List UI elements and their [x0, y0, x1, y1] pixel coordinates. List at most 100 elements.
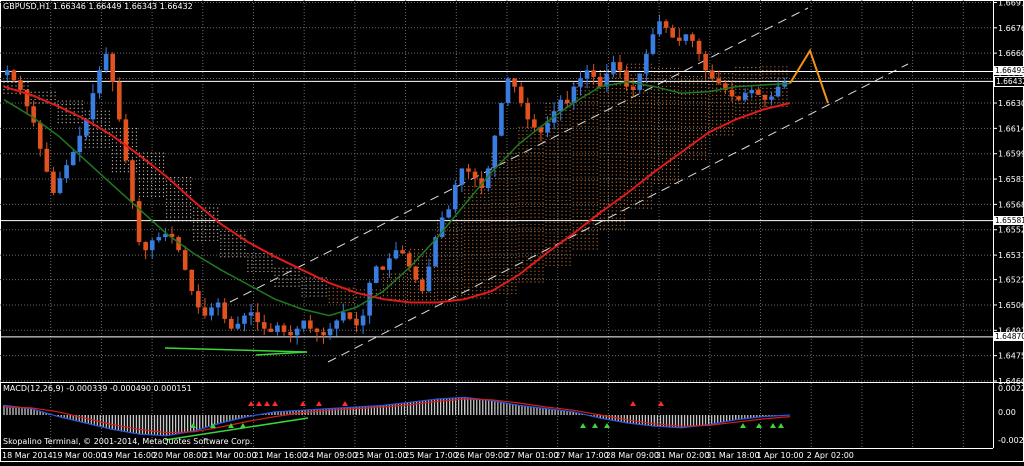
cloud-dot	[247, 252, 249, 255]
cloud-dot	[507, 199, 509, 201]
green-arrow-marker	[592, 423, 598, 428]
cloud-dot	[638, 128, 640, 130]
divergence-line-price-1[interactable]	[164, 347, 308, 353]
cloud-dot	[596, 151, 598, 153]
cloud-dot	[119, 160, 122, 162]
cloud-dot	[282, 285, 284, 287]
cloud-dot	[84, 142, 86, 145]
cloud-dot	[417, 277, 420, 279]
cloud-dot	[491, 174, 493, 176]
cloud-dot	[421, 270, 424, 272]
cloud-dot	[545, 106, 547, 108]
cloud-dot	[596, 244, 598, 247]
cloud-dot	[468, 282, 470, 285]
cloud-dot	[677, 103, 680, 105]
horizontal-levels[interactable]	[0, 70, 993, 338]
cloud-dot	[472, 203, 474, 206]
candle-body	[420, 279, 425, 292]
cloud-dot	[472, 290, 474, 292]
cloud-dot	[119, 171, 122, 173]
cloud-dot	[61, 100, 63, 102]
cloud-dot	[642, 113, 644, 116]
cloud-dot	[542, 184, 544, 186]
cloud-dot	[669, 107, 672, 109]
cloud-dot	[484, 261, 486, 263]
channel-upper-line[interactable]	[229, 7, 809, 303]
cloud-dot	[301, 291, 303, 293]
cloud-dot	[104, 121, 106, 123]
cloud-dot	[634, 85, 636, 87]
cloud-dot	[680, 86, 683, 88]
cloud-dot	[619, 217, 621, 219]
cloud-dot	[747, 88, 749, 90]
cloud-dot	[584, 111, 586, 113]
cloud-dot	[615, 177, 617, 180]
cloud-dot	[484, 279, 486, 281]
cloud-dot	[650, 95, 652, 98]
cloud-dot	[634, 167, 636, 170]
cloud-dot	[716, 73, 718, 75]
cloud-dot	[692, 86, 695, 88]
cloud-dot	[700, 140, 703, 142]
projection-zigzag[interactable]	[789, 48, 829, 104]
cloud-dot	[69, 118, 71, 120]
cloud-dot	[684, 129, 687, 132]
price-tick-label: 1.64910	[998, 326, 1024, 335]
cloud-dot	[653, 74, 656, 77]
cloud-dot	[545, 192, 547, 194]
cloud-dot	[484, 193, 486, 195]
cloud-dot	[534, 133, 536, 136]
cloud-dot	[135, 163, 138, 166]
cloud-dot	[607, 149, 609, 151]
divergence-line-macd[interactable]	[164, 417, 309, 441]
cloud-dot	[530, 267, 532, 269]
cloud-dot	[669, 85, 672, 87]
cloud-dot	[603, 138, 605, 140]
cloud-dot	[507, 256, 509, 259]
cloud-dot	[491, 159, 493, 162]
cloud-dot	[507, 242, 509, 244]
cloud-dot	[449, 259, 451, 261]
candle-body	[400, 250, 405, 254]
cloud-dot	[480, 250, 482, 252]
cloud-dot	[565, 167, 567, 169]
divergence-line-price-2[interactable]	[255, 351, 308, 356]
cloud-dot	[382, 277, 385, 279]
cloud-dot	[626, 92, 628, 94]
cloud-dot	[692, 101, 695, 103]
trend-channel[interactable]	[229, 7, 909, 363]
cloud-dot	[688, 104, 691, 106]
cloud-dot	[518, 241, 520, 244]
cloud-dot	[661, 100, 664, 102]
cloud-dot	[646, 128, 648, 130]
cloud-dot	[561, 178, 563, 180]
channel-lower-line[interactable]	[327, 63, 909, 363]
cloud-dot	[413, 295, 416, 297]
cloud-dot	[650, 185, 652, 188]
cloud-dot	[653, 139, 656, 141]
cloud-dot	[565, 217, 567, 220]
cloud-dot	[638, 142, 640, 144]
cloud-dot	[476, 290, 478, 292]
cloud-dot	[390, 277, 393, 279]
cloud-dot	[650, 74, 652, 76]
cloud-dot	[615, 77, 617, 79]
cloud-dot	[511, 206, 513, 208]
cloud-dot	[580, 223, 582, 225]
cloud-dot	[553, 221, 555, 223]
cloud-dot	[634, 207, 636, 209]
cloud-dot	[394, 284, 397, 286]
cloud-dot	[495, 213, 497, 216]
cloud-dot	[684, 126, 687, 128]
cloud-dot	[449, 269, 451, 272]
cloud-dot	[530, 241, 532, 244]
cloud-dot	[220, 230, 222, 233]
cloud-dot	[580, 100, 582, 103]
cloud-dot	[657, 161, 660, 163]
cloud-dot	[680, 75, 683, 78]
cloud-dot	[220, 238, 222, 240]
cloud-dot	[511, 242, 513, 244]
cloud-dot	[81, 104, 83, 106]
